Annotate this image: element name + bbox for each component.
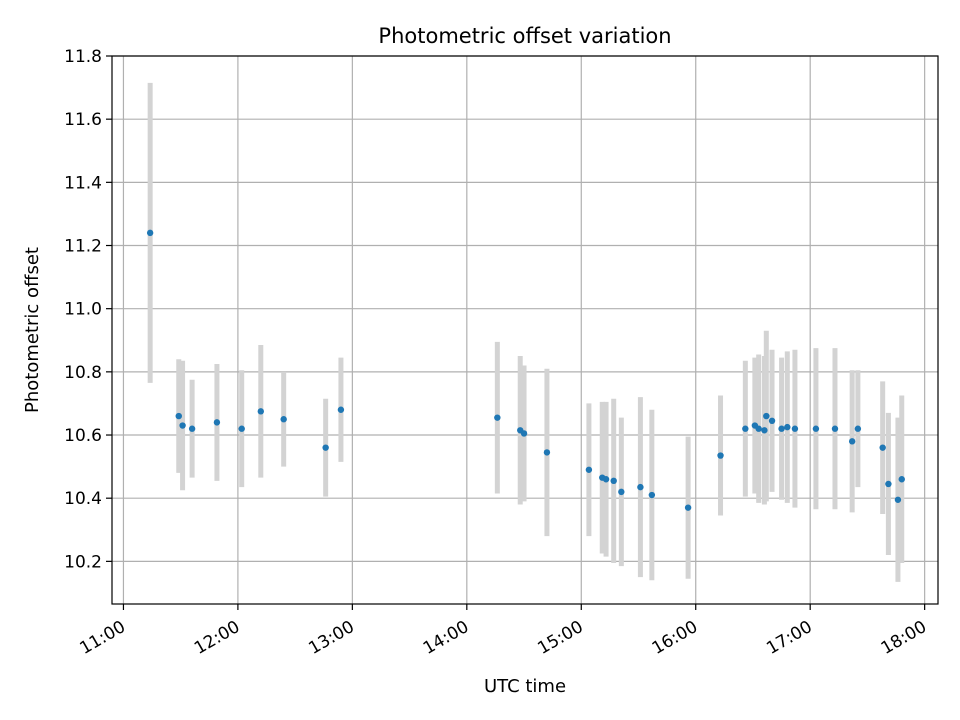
data-point: [761, 427, 768, 434]
data-point: [146, 229, 154, 237]
data-point: [848, 438, 856, 445]
data-point: [238, 425, 245, 432]
data-point: [854, 425, 862, 432]
data-point: [894, 496, 902, 503]
data-points: [146, 229, 905, 511]
data-point: [778, 425, 785, 432]
data-point: [602, 476, 610, 483]
data-point: [831, 425, 839, 432]
y-tick-label: 10.8: [64, 363, 102, 383]
data-point: [610, 477, 617, 485]
data-point: [898, 476, 905, 483]
data-point: [618, 488, 625, 496]
data-point: [763, 412, 770, 420]
data-point: [494, 414, 501, 421]
y-axis-ticks: 10.2 10.4 10.6 10.8 11.0 11.2 11.4 11.6 11.8: [64, 47, 112, 572]
data-point: [755, 425, 762, 432]
data-point: [175, 412, 182, 420]
y-tick-label: 11.2: [64, 237, 102, 257]
x-axis-label: UTC time: [484, 676, 566, 697]
data-point: [648, 491, 656, 499]
data-point: [257, 408, 264, 415]
data-point: [768, 417, 776, 425]
y-tick-label: 10.4: [64, 489, 102, 509]
y-tick-label: 11.6: [64, 110, 102, 130]
data-point: [337, 406, 345, 413]
data-point: [637, 483, 644, 491]
data-point: [520, 430, 528, 437]
y-tick-label: 11.4: [64, 173, 102, 193]
data-point: [188, 425, 196, 432]
plot-frame: [111, 55, 939, 605]
y-tick-label: 11.0: [64, 300, 102, 320]
data-point: [280, 416, 287, 423]
data-point: [684, 504, 692, 511]
data-point: [717, 452, 724, 459]
y-tick-label: 10.2: [64, 552, 102, 572]
y-axis-label: Photometric offset: [22, 247, 43, 413]
y-tick-label: 10.6: [64, 426, 102, 446]
chart-title: Photometric offset variation: [378, 24, 671, 48]
data-point: [179, 422, 186, 429]
data-point: [585, 466, 593, 473]
y-tick-label: 11.8: [64, 47, 102, 67]
data-point: [812, 425, 820, 432]
data-point: [543, 449, 551, 456]
data-point: [213, 419, 221, 426]
data-point: [322, 444, 329, 451]
data-point: [784, 423, 791, 431]
data-point: [879, 444, 886, 451]
data-point: [791, 425, 799, 432]
data-point: [885, 480, 892, 488]
data-point: [742, 425, 749, 432]
